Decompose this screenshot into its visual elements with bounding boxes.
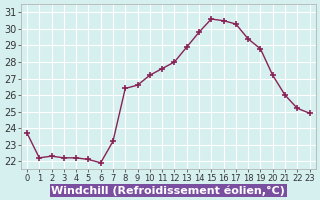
- X-axis label: Windchill (Refroidissement éolien,°C): Windchill (Refroidissement éolien,°C): [51, 185, 285, 196]
